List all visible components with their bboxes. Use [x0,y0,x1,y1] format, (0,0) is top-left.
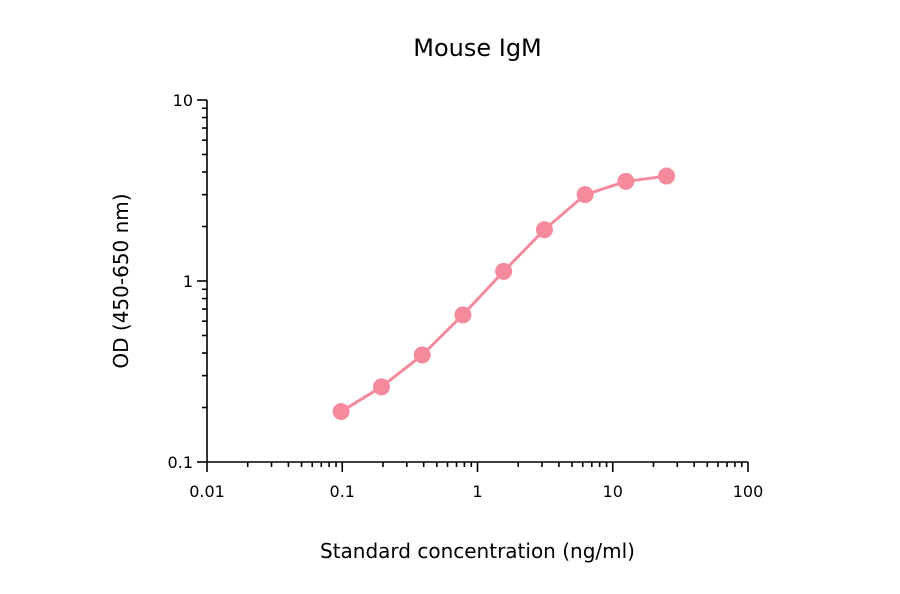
data-point [658,167,676,185]
data-point [413,346,431,364]
y-tick-label: 1 [183,272,193,291]
x-tick-label: 1 [472,482,482,501]
x-tick-label: 0.1 [330,482,355,501]
data-point [576,186,594,204]
plot-area [332,167,676,421]
x-tick-label: 10 [603,482,623,501]
axes: 0.01 0.1 1 10 100 0.1 1 10 [168,91,764,501]
data-point [372,378,390,396]
y-tick-label: 10 [173,91,193,110]
data-point [617,172,635,190]
data-point [332,403,350,421]
x-tick-label: 0.01 [189,482,225,501]
data-point [454,306,472,324]
y-axis-label: OD (450-650 nm) [109,193,133,368]
data-point [535,221,553,239]
x-axis-label: Standard concentration (ng/ml) [320,539,635,563]
y-tick-label: 0.1 [168,453,193,472]
series-line [340,174,667,413]
chart-title: Mouse IgM [413,34,542,62]
x-tick-label: 100 [733,482,764,501]
data-point [495,262,513,280]
